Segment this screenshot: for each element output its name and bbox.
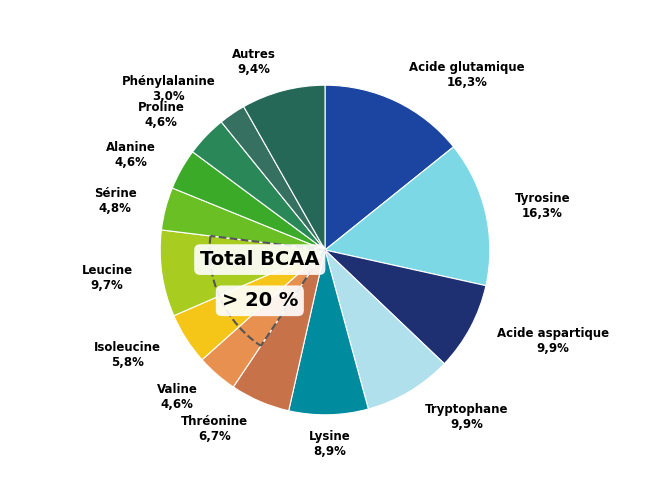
Wedge shape	[221, 106, 325, 250]
Text: Acide aspartique
9,9%: Acide aspartique 9,9%	[497, 328, 609, 355]
Text: Tryptophane
9,9%: Tryptophane 9,9%	[424, 403, 508, 431]
Wedge shape	[174, 250, 325, 360]
Wedge shape	[289, 250, 369, 415]
Wedge shape	[244, 85, 325, 250]
Wedge shape	[192, 122, 325, 250]
Wedge shape	[202, 250, 325, 387]
Text: Phénylalanine
3,0%: Phénylalanine 3,0%	[122, 76, 216, 104]
Text: Proline
4,6%: Proline 4,6%	[138, 102, 185, 130]
Wedge shape	[325, 250, 486, 364]
Text: Autres
9,4%: Autres 9,4%	[231, 48, 276, 76]
Text: Isoleucine
5,8%: Isoleucine 5,8%	[94, 341, 161, 369]
Text: Lysine
8,9%: Lysine 8,9%	[308, 430, 350, 458]
Text: Sérine
4,8%: Sérine 4,8%	[94, 187, 136, 215]
Wedge shape	[161, 188, 325, 250]
Wedge shape	[160, 230, 325, 316]
Text: Total BCAA: Total BCAA	[200, 250, 320, 269]
Text: Alanine
4,6%: Alanine 4,6%	[105, 141, 155, 169]
Text: Acide glutamique
16,3%: Acide glutamique 16,3%	[409, 60, 525, 88]
Text: Leucine
9,7%: Leucine 9,7%	[81, 264, 133, 292]
Text: Valine
4,6%: Valine 4,6%	[157, 382, 198, 410]
Text: Tyrosine
16,3%: Tyrosine 16,3%	[514, 192, 570, 220]
Wedge shape	[233, 250, 325, 411]
Wedge shape	[325, 85, 454, 250]
Text: > 20 %: > 20 %	[222, 292, 298, 310]
Wedge shape	[325, 147, 490, 286]
Text: Thréonine
6,7%: Thréonine 6,7%	[181, 414, 248, 442]
Wedge shape	[325, 250, 445, 409]
Wedge shape	[172, 152, 325, 250]
